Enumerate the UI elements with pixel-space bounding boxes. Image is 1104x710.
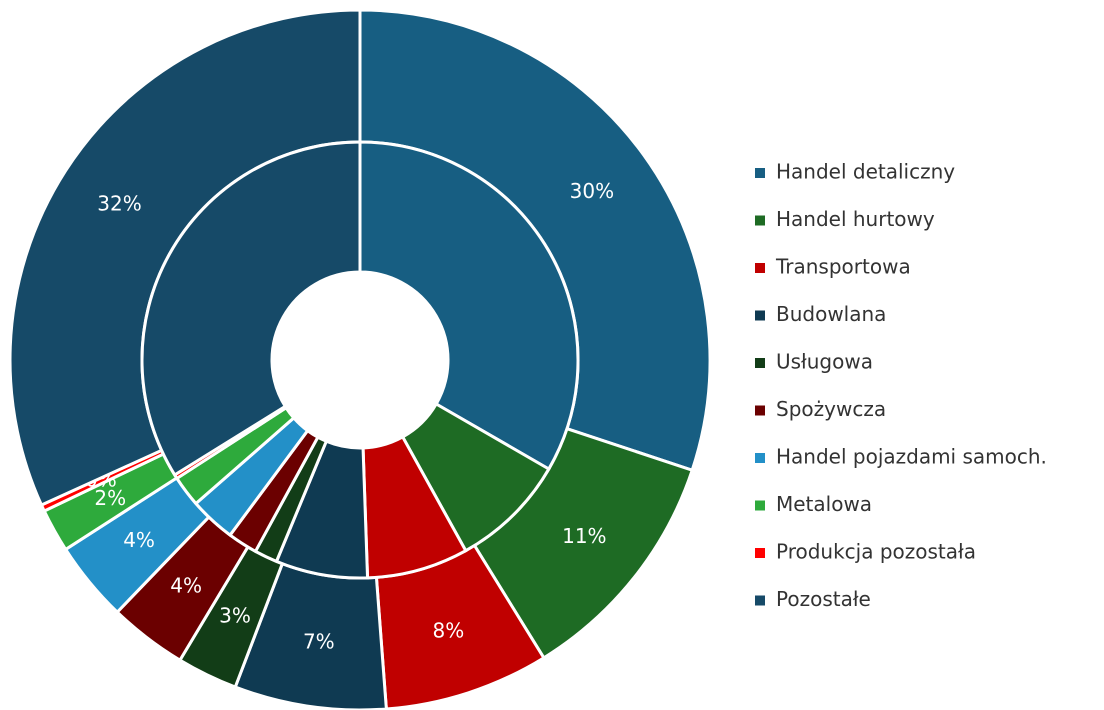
legend-label: Metalowa [776, 492, 872, 516]
legend-swatch [755, 215, 765, 226]
data-label: 30% [570, 179, 614, 203]
legend-swatch [755, 595, 765, 606]
legend-swatch [755, 500, 765, 511]
data-label: 11% [562, 524, 606, 548]
legend-swatch [755, 548, 765, 558]
legend-label: Handel detaliczny [776, 160, 955, 184]
legend-label: Usługowa [776, 350, 873, 374]
legend-label: Handel pojazdami samoch. [776, 445, 1047, 469]
data-label: 4% [170, 574, 202, 598]
legend-swatch [755, 453, 765, 463]
legend-swatch [755, 358, 765, 368]
legend-label: Pozostałe [776, 587, 871, 611]
data-label: 3% [219, 604, 251, 628]
legend-swatch [755, 263, 765, 273]
legend-label: Handel hurtowy [776, 207, 935, 231]
donut-slice [140, 140, 362, 477]
legend-label: Transportowa [775, 255, 911, 279]
legend-label: Produkcja pozostała [776, 540, 976, 564]
data-label: 2% [94, 486, 126, 510]
legend-swatch [755, 168, 765, 178]
data-label: 8% [433, 619, 465, 643]
legend-swatch [755, 310, 765, 321]
donut-slice [358, 140, 580, 472]
legend-label: Budowlana [776, 302, 886, 326]
data-label: 32% [97, 192, 141, 216]
data-label: 4% [123, 528, 155, 552]
legend-swatch [755, 405, 765, 416]
data-label: 7% [303, 630, 335, 654]
legend-label: Spożywcza [776, 397, 886, 421]
